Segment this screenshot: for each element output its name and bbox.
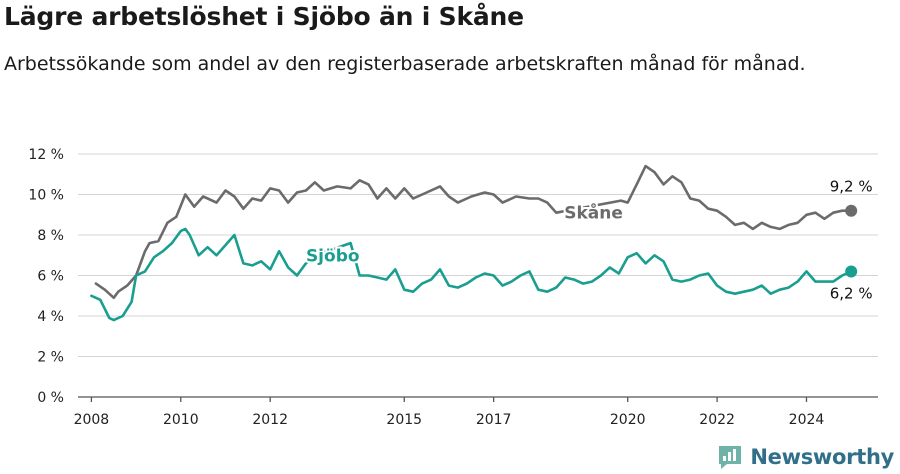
y-tick-label: 10 %	[28, 188, 64, 204]
x-tick-label: 2008	[74, 412, 110, 428]
x-tick-label: 2010	[163, 412, 199, 428]
sj-bo-end-label: 6,2 %	[830, 284, 873, 302]
chart-title: Lägre arbetslöshet i Sjöbo än i Skåne	[4, 2, 524, 31]
sk-ne-end-point	[845, 204, 858, 217]
x-tick-label: 2020	[610, 412, 646, 428]
y-tick-label: 6 %	[37, 269, 64, 285]
sk-ne-end-label: 9,2 %	[830, 178, 873, 196]
x-tick-label: 2024	[789, 412, 825, 428]
y-tick-label: 12 %	[28, 147, 64, 163]
x-tick-label: 2022	[699, 412, 735, 428]
x-tick-label: 2015	[386, 412, 422, 428]
sj-bo-series-label: Sjöbo	[306, 246, 360, 266]
sk-ne-series-label: Skåne	[564, 202, 623, 224]
brand-name: Newsworthy	[750, 445, 894, 469]
sj-bo-end-point	[845, 265, 858, 278]
axes: 0 % 2 % 4 % 6 % 8 % 10 % 12 % 2008 2010 2012 2015 2…	[28, 147, 878, 428]
x-tick-label: 2012	[252, 412, 288, 428]
y-tick-label: 4 %	[37, 309, 64, 325]
newsworthy-logo-icon	[719, 446, 742, 469]
y-tick-label: 0 %	[37, 390, 64, 406]
chart-subtitle: Arbetssökande som andel av den registerb…	[4, 53, 806, 75]
newsworthy-brand: Newsworthy	[717, 444, 894, 470]
sj-bo-line	[90, 227, 853, 322]
x-tick-label: 2017	[476, 412, 512, 428]
labels: 9,2 % 6,2 % Skåne Sjöbo	[304, 178, 873, 303]
sk-ne-line	[94, 164, 853, 300]
y-tick-label: 2 %	[37, 350, 64, 366]
y-tick-label: 8 %	[37, 228, 64, 244]
series-lines	[90, 164, 858, 322]
